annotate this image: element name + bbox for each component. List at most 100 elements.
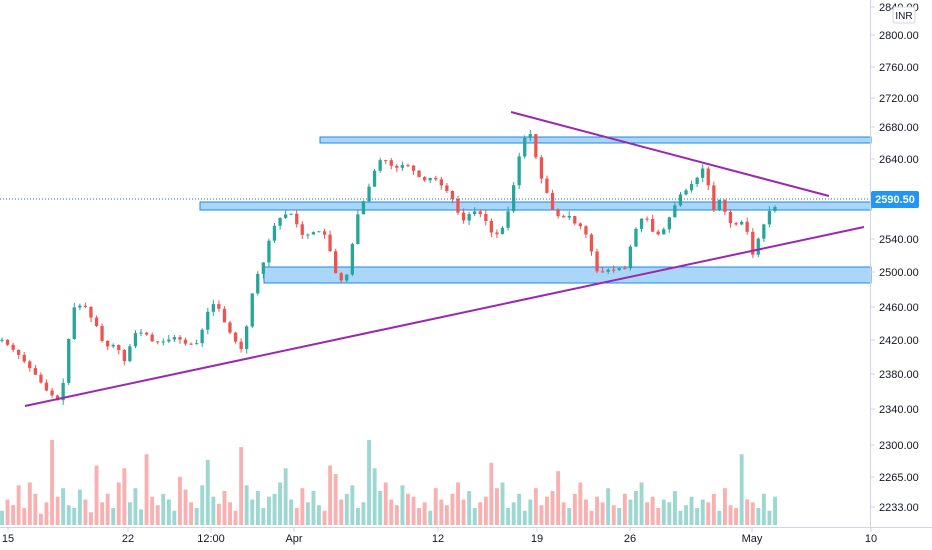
volume-bar (650, 496, 655, 525)
volume-bar (661, 499, 666, 525)
volume-bar (628, 499, 633, 525)
volume-bar (745, 499, 750, 525)
volume-bar (261, 508, 266, 525)
volume-bar (567, 508, 572, 525)
volume-bar (66, 505, 71, 525)
volume-bar (72, 508, 77, 525)
volume-bar (700, 499, 705, 525)
candle-body (295, 213, 299, 225)
volume-bar (511, 502, 516, 525)
candle-body (461, 212, 466, 221)
candle-body (239, 341, 243, 349)
volume-bar (139, 509, 143, 525)
volume-bar (656, 508, 661, 525)
trendline[interactable] (24, 226, 865, 407)
volume-bar (116, 482, 121, 525)
candle-body (78, 305, 82, 308)
candle-body (673, 205, 677, 218)
volume-bar (711, 493, 716, 525)
volume-bar (105, 493, 110, 525)
candle-body (144, 332, 149, 335)
candle-body (717, 199, 721, 211)
volume-bar (422, 502, 427, 525)
time-axis[interactable]: 15 22 12:00 Apr 12 19 26 May 10 (2, 528, 877, 545)
volume-bar (739, 454, 744, 525)
candle-body (389, 160, 393, 166)
candle-body (256, 273, 260, 294)
candle-body (734, 223, 738, 225)
candle-body (139, 332, 143, 334)
candle-body (728, 211, 733, 224)
volume-bar (572, 493, 577, 525)
candle-body (94, 317, 99, 326)
volume-bar (428, 510, 433, 525)
candle-body (44, 382, 49, 391)
price-tick-label: 2500.00 (879, 267, 919, 279)
candle-body (756, 238, 760, 255)
volume-bar (483, 496, 488, 525)
trendlines[interactable] (24, 111, 865, 407)
candle-body (72, 307, 76, 339)
price-axis[interactable]: 2840.002800.002760.002720.002680.002640.… (870, 2, 919, 514)
price-tick-label: 2265.00 (879, 472, 919, 484)
candle-body (489, 221, 493, 233)
candle-body (767, 211, 772, 225)
candle-body (762, 224, 766, 239)
candle-body (539, 157, 544, 179)
candle-body (55, 395, 60, 401)
volume-bar (322, 510, 327, 525)
volume-bar (133, 488, 138, 525)
volume-bar (50, 440, 54, 525)
candle-body (5, 339, 10, 345)
volume-bar (178, 476, 182, 525)
volume-bar (94, 465, 99, 525)
candle-body (189, 343, 193, 345)
time-tick-label: 10 (865, 533, 877, 545)
candle-body (612, 269, 616, 271)
volume-bar (255, 491, 260, 525)
volume-bar (250, 499, 255, 525)
candle-body (550, 192, 555, 210)
price-zone[interactable] (319, 136, 872, 144)
volume-bar (239, 447, 244, 525)
trendline[interactable] (510, 111, 830, 197)
candle-body (289, 213, 293, 215)
volume-bar (111, 508, 116, 525)
candle-body (467, 214, 471, 221)
volume-bar (773, 496, 777, 525)
volume-bar (717, 510, 722, 525)
volume-bar (617, 508, 622, 525)
candle-body (233, 332, 238, 342)
candle-body (417, 170, 421, 178)
candle-body (578, 223, 582, 227)
price-tick-label: 2420.00 (879, 335, 919, 347)
price-zone[interactable] (199, 201, 872, 211)
volume-bar (283, 468, 288, 525)
price-tick-label: 2233.00 (879, 502, 919, 514)
volume-bar (439, 499, 444, 525)
volume-bar (150, 496, 155, 525)
candle-body (22, 354, 26, 362)
candle-body (272, 225, 277, 241)
price-zone[interactable] (263, 266, 872, 284)
candle-body (106, 340, 110, 347)
candle-body (228, 322, 232, 333)
volume-bar (222, 491, 227, 525)
candle-body (450, 191, 455, 199)
candle-body (400, 165, 404, 168)
candle-body (150, 334, 154, 342)
volume-bar (500, 482, 505, 525)
candle-body (667, 217, 671, 230)
volume-bar (233, 510, 238, 525)
time-tick-label: 12 (432, 533, 444, 545)
candle-body (350, 243, 354, 275)
candle-body (217, 304, 221, 309)
volume-bar (166, 499, 171, 525)
volume-bar (767, 510, 772, 525)
candle-body (267, 240, 271, 263)
candle-body (500, 227, 505, 235)
volume-bar (550, 491, 555, 525)
candle-body (745, 221, 749, 232)
candle-body (517, 156, 521, 186)
